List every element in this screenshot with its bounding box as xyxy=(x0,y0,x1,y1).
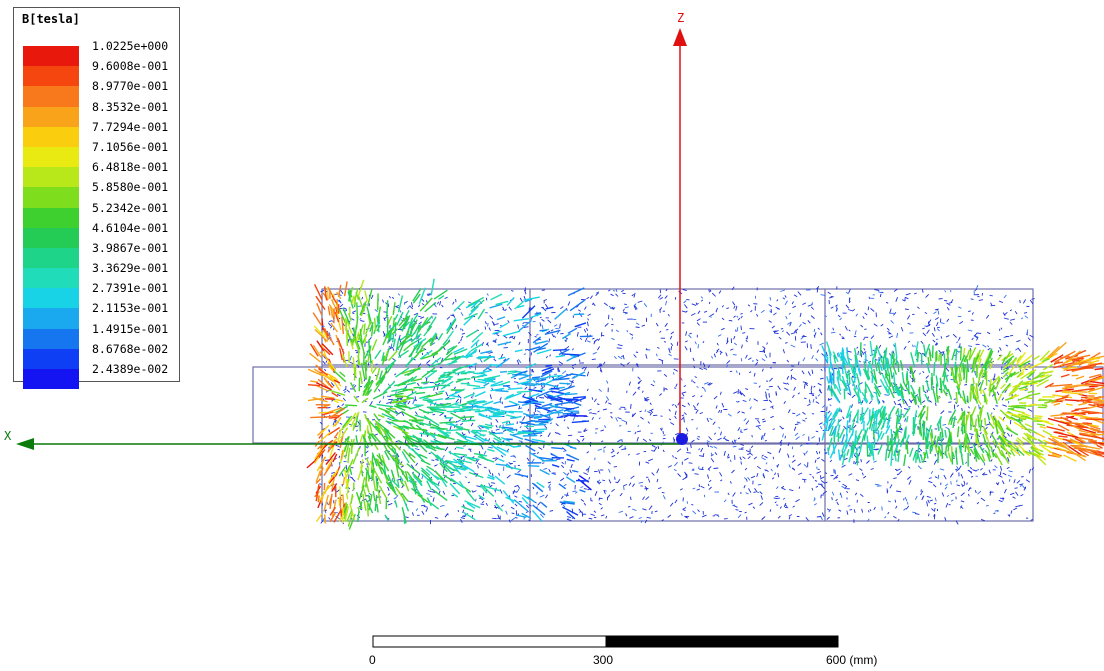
legend-value: 1.4915e-001 xyxy=(92,321,169,336)
legend-swatch xyxy=(23,348,79,369)
x-axis: X xyxy=(4,429,680,450)
legend-value: 2.1153e-001 xyxy=(92,301,169,316)
scale-tick-300: 300 xyxy=(593,653,614,667)
scale-tick-600: 600 (mm) xyxy=(826,653,878,667)
legend-value: 8.3532e-001 xyxy=(92,99,169,114)
z-axis: Z xyxy=(673,11,687,438)
legend-value: 7.7294e-001 xyxy=(92,119,169,134)
legend-swatch xyxy=(23,167,79,188)
legend-value: 2.7391e-001 xyxy=(92,281,169,296)
origin-marker xyxy=(676,433,688,445)
legend-value: 8.9770e-001 xyxy=(92,79,169,94)
legend-value: 5.8580e-001 xyxy=(92,180,169,195)
legend-value: 8.6768e-002 xyxy=(92,341,169,356)
legend[interactable]: B[tesla] 1.0225e+000 9.6008e-001 8.9770e-0… xyxy=(13,7,180,390)
field-dots xyxy=(319,284,1035,525)
legend-swatch xyxy=(23,126,79,147)
legend-labels: 1.0225e+000 9.6008e-001 8.9770e-001 8.3532e… xyxy=(92,36,168,379)
legend-value: 4.6104e-001 xyxy=(92,220,169,235)
legend-title: B[tesla] xyxy=(22,12,80,26)
legend-swatch xyxy=(23,308,79,329)
legend-value: 6.4818e-001 xyxy=(92,160,169,175)
legend-value: 9.6008e-001 xyxy=(92,59,169,74)
legend-swatch xyxy=(23,207,79,228)
legend-value: 3.3629e-001 xyxy=(92,261,169,276)
scale-tick-0: 0 xyxy=(369,653,376,667)
legend-swatch xyxy=(23,66,79,87)
legend-swatch xyxy=(23,268,79,289)
legend-swatch xyxy=(23,146,79,168)
legend-value: 5.2342e-001 xyxy=(92,200,169,215)
legend-swatch xyxy=(23,247,79,269)
legend-value: 2.4389e-002 xyxy=(92,362,169,376)
field-vectors-right xyxy=(821,340,1104,467)
legend-swatch xyxy=(23,86,79,107)
legend-swatch xyxy=(23,369,79,390)
legend-value: 7.1056e-001 xyxy=(92,139,169,154)
legend-swatch xyxy=(23,187,79,208)
legend-swatch xyxy=(23,227,79,248)
x-axis-label: X xyxy=(4,429,12,443)
legend-swatch xyxy=(23,288,79,309)
legend-value: 3.9867e-001 xyxy=(92,240,169,255)
legend-value: 1.0225e+000 xyxy=(92,39,169,53)
z-axis-label: Z xyxy=(677,11,684,25)
legend-swatch xyxy=(23,46,79,67)
legend-color-bar xyxy=(23,46,79,390)
legend-swatch xyxy=(23,106,79,127)
legend-swatch xyxy=(23,328,79,349)
field-vectors-left xyxy=(306,278,593,530)
